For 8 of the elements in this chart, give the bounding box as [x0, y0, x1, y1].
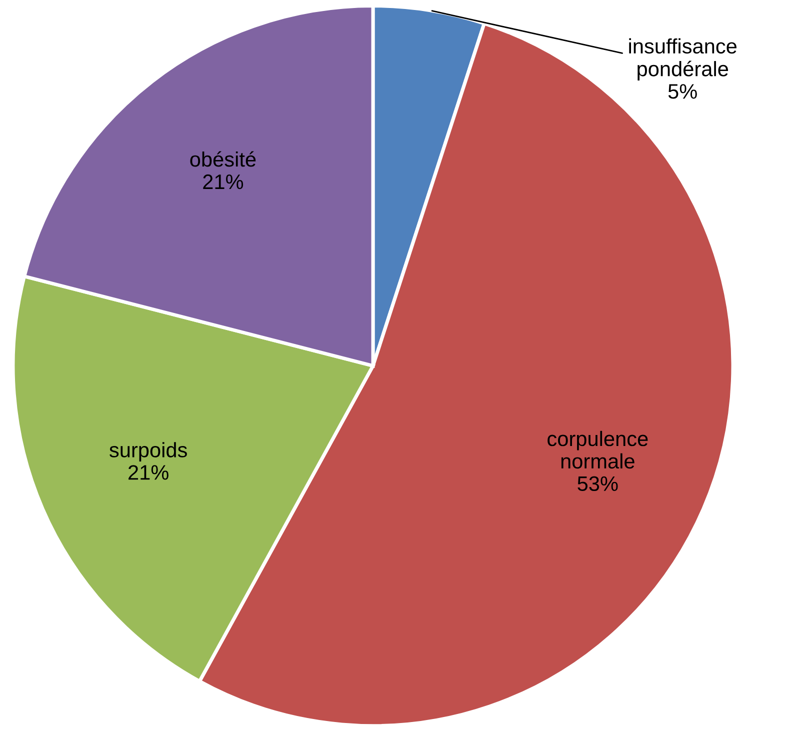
- slice-label: corpulence normale: [548, 430, 648, 469]
- slice-label: surpoids: [110, 442, 187, 462]
- data-label: 53%: [578, 476, 618, 492]
- data-label: 21%: [128, 465, 168, 480]
- slice-label: insuffisance pondérale: [629, 38, 737, 80]
- data-label: 5%: [668, 84, 697, 99]
- slice-label: obésité: [190, 151, 256, 167]
- data-label: 21%: [203, 174, 244, 190]
